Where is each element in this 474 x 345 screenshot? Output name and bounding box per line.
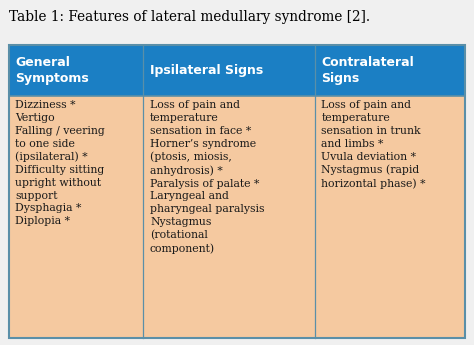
Bar — [9, 45, 465, 338]
Text: Ipsilateral Signs: Ipsilateral Signs — [150, 64, 263, 77]
Bar — [9, 45, 465, 96]
Text: Loss of pain and
temperature
sensation in trunk
and limbs *
Uvula deviation *
Ny: Loss of pain and temperature sensation i… — [321, 100, 426, 189]
Text: Contralateral
Signs: Contralateral Signs — [321, 56, 414, 85]
Text: Loss of pain and
temperature
sensation in face *
Horner’s syndrome
(ptosis, mios: Loss of pain and temperature sensation i… — [150, 100, 264, 254]
Text: Table 1: Features of lateral medullary syndrome [2].: Table 1: Features of lateral medullary s… — [9, 10, 370, 24]
Text: General
Symptoms: General Symptoms — [15, 56, 89, 85]
Text: Dizziness *
Vertigo
Falling / veering
to one side
(ipsilateral) *
Difficulty sit: Dizziness * Vertigo Falling / veering to… — [15, 100, 105, 226]
Bar — [9, 96, 465, 338]
